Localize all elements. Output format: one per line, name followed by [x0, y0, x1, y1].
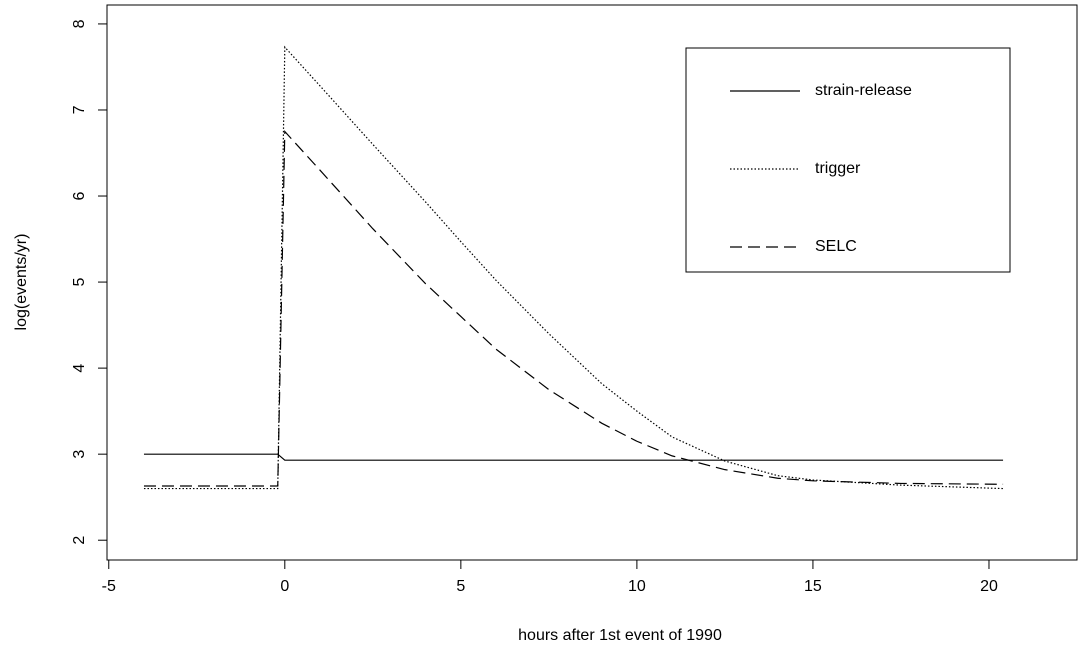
legend-box: [685, 47, 1011, 273]
x-tick-label: 10: [628, 578, 646, 595]
legend-label: SELC: [815, 238, 857, 255]
y-tick-label: 8: [71, 19, 88, 28]
legend-label: strain-release: [815, 82, 912, 99]
x-tick-label: -5: [102, 578, 116, 595]
series-line: [143, 453, 1004, 461]
x-tick-label: 0: [280, 578, 289, 595]
x-tick-label: 15: [804, 578, 822, 595]
y-tick-label: 6: [71, 191, 88, 200]
y-tick-label: 3: [71, 450, 88, 459]
y-tick-label: 4: [71, 364, 88, 373]
series-line: [143, 129, 1004, 487]
y-tick-label: 5: [71, 278, 88, 287]
series-line: [143, 45, 1004, 490]
y-axis-label: log(events/yr): [13, 234, 30, 331]
y-tick-label: 2: [71, 536, 88, 545]
y-tick-label: 7: [71, 105, 88, 114]
x-axis-label: hours after 1st event of 1990: [518, 627, 722, 644]
x-tick-label: 5: [456, 578, 465, 595]
legend-label: trigger: [815, 160, 861, 177]
x-tick-label: 20: [980, 578, 998, 595]
